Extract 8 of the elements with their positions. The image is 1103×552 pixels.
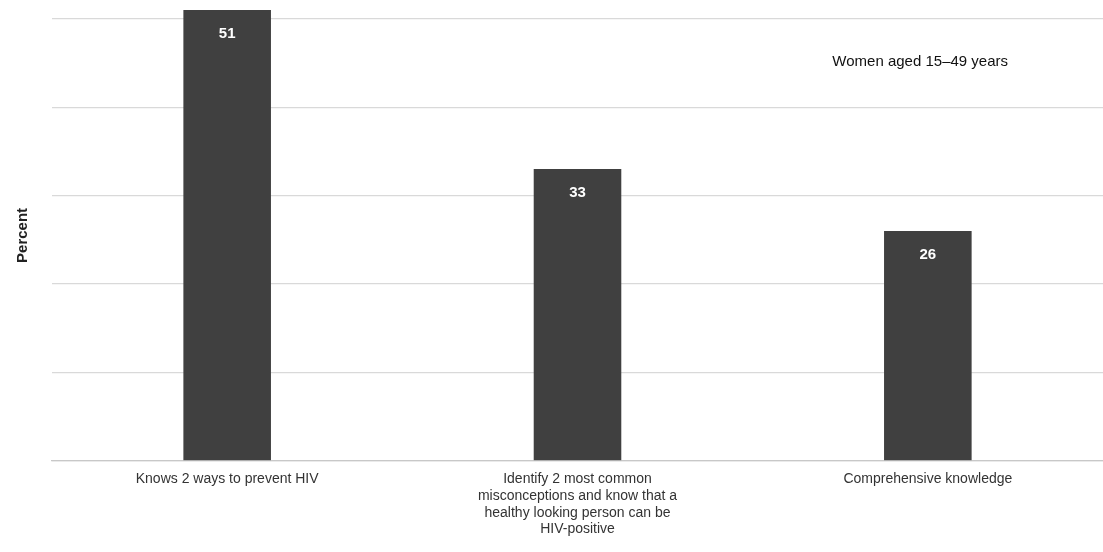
- x-tick-label: Identify 2 most common misconceptions and know that a healthy looking person can be HIV-positive: [477, 470, 678, 537]
- x-tick-label: Comprehensive knowledge: [843, 470, 1013, 487]
- x-tick-label: Knows 2 ways to prevent HIV: [135, 470, 320, 487]
- data-label: 51: [218, 24, 236, 42]
- data-label: 33: [569, 183, 586, 201]
- annotation: Women aged 15–49 years: [832, 52, 1008, 70]
- data-label: 26: [919, 245, 937, 263]
- y-axis-title: Percent: [13, 207, 31, 263]
